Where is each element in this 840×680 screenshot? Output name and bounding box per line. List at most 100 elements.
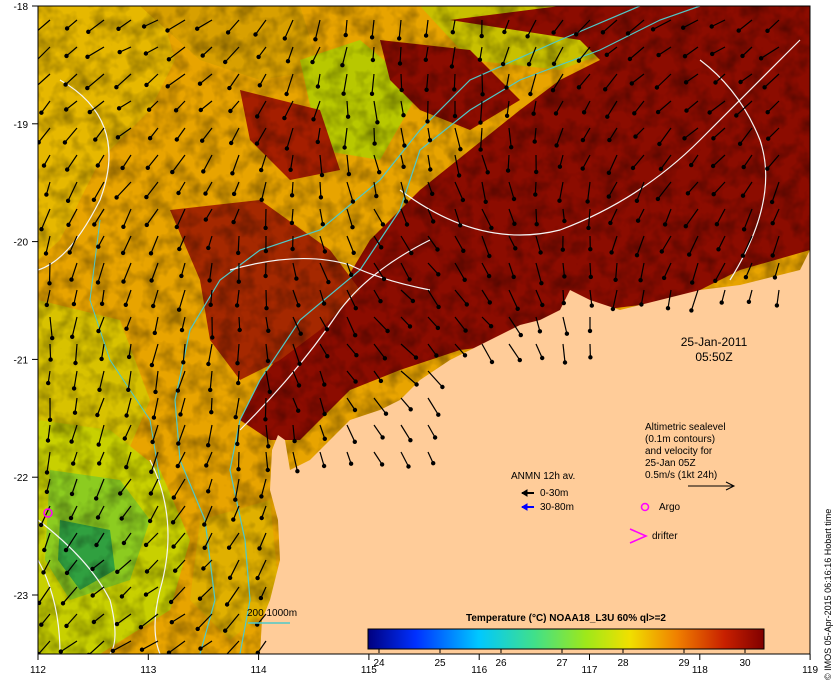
x-tick-label: 113 bbox=[140, 665, 156, 676]
velocity-arrow bbox=[576, 46, 591, 63]
velocity-arrow bbox=[289, 181, 295, 198]
sealevel-legend-line5: 0.5m/s (1kt 24h) bbox=[645, 470, 717, 481]
velocity-arrow bbox=[400, 289, 416, 304]
velocity-arrow bbox=[236, 451, 241, 472]
velocity-arrow bbox=[685, 181, 699, 196]
velocity-arrow bbox=[397, 19, 402, 41]
velocity-arrow bbox=[255, 100, 267, 119]
velocity-arrow bbox=[454, 343, 468, 358]
velocity-arrow bbox=[60, 586, 78, 606]
velocity-arrow bbox=[400, 235, 414, 256]
velocity-arrow bbox=[633, 127, 645, 139]
y-tick-label: -19 bbox=[14, 120, 29, 131]
velocity-arrow bbox=[62, 127, 78, 145]
velocity-arrow bbox=[479, 19, 484, 39]
date-label: 25-Jan-2011 bbox=[681, 335, 748, 349]
velocity-arrow bbox=[762, 73, 780, 90]
velocity-arrow bbox=[152, 316, 159, 336]
velocity-arrow bbox=[609, 235, 618, 255]
velocity-arrow bbox=[655, 100, 672, 115]
velocity-arrow bbox=[288, 154, 294, 172]
velocity-arrow bbox=[373, 289, 383, 304]
velocity-arrow bbox=[740, 46, 753, 59]
velocity-arrow bbox=[454, 127, 463, 152]
velocity-arrow bbox=[256, 46, 267, 60]
anmn-legend-title: ANMN 12h av. bbox=[511, 471, 575, 482]
velocity-arrow bbox=[265, 424, 271, 449]
velocity-arrow bbox=[710, 46, 726, 57]
velocity-arrow bbox=[711, 181, 726, 197]
velocity-arrow bbox=[346, 451, 354, 466]
velocity-arrow bbox=[121, 262, 132, 284]
velocity-arrow bbox=[588, 262, 594, 280]
velocity-arrow bbox=[173, 100, 186, 113]
velocity-arrow bbox=[145, 154, 159, 170]
velocity-arrow bbox=[629, 73, 645, 86]
velocity-arrow bbox=[143, 586, 159, 597]
velocity-arrow bbox=[236, 262, 241, 284]
velocity-arrow bbox=[38, 127, 51, 145]
velocity-arrow bbox=[166, 640, 186, 654]
velocity-arrow bbox=[508, 127, 514, 150]
velocity-arrow bbox=[205, 424, 213, 448]
velocity-arrow bbox=[44, 451, 51, 475]
velocity-arrow bbox=[253, 19, 267, 37]
velocity-arrow bbox=[149, 262, 159, 283]
colorbar-title: Temperature (°C) NOAA18_L3U 60% ql>=2 bbox=[466, 613, 666, 624]
velocity-arrow bbox=[741, 208, 753, 232]
velocity-arrow bbox=[400, 127, 407, 148]
velocity-arrow bbox=[149, 343, 159, 368]
velocity-arrow bbox=[121, 208, 132, 229]
velocity-arrow bbox=[562, 208, 567, 224]
velocity-arrow bbox=[208, 289, 213, 307]
velocity-arrow bbox=[205, 478, 213, 494]
velocity-arrow bbox=[45, 424, 51, 443]
velocity-arrow bbox=[508, 235, 518, 251]
velocity-arrow bbox=[170, 505, 186, 525]
y-tick-label: -23 bbox=[14, 591, 29, 602]
velocity-arrow bbox=[400, 262, 412, 282]
x-tick-label: 116 bbox=[471, 665, 487, 676]
velocity-arrow bbox=[198, 100, 213, 113]
velocity-arrow bbox=[231, 505, 240, 522]
velocity-arrow bbox=[265, 316, 271, 333]
velocity-arrow bbox=[580, 127, 591, 143]
velocity-arrow bbox=[235, 424, 240, 447]
velocity-arrow bbox=[144, 559, 159, 574]
velocity-arrow bbox=[116, 100, 132, 111]
isobath-1000m bbox=[174, 6, 641, 654]
velocity-arrow bbox=[64, 19, 78, 31]
velocity-arrow bbox=[613, 262, 618, 282]
velocity-arrow bbox=[166, 46, 186, 62]
velocity-arrow bbox=[58, 640, 78, 654]
velocity-arrow bbox=[235, 370, 241, 386]
velocity-arrow bbox=[427, 343, 439, 358]
velocity-arrow bbox=[47, 262, 52, 286]
velocity-arrow bbox=[632, 100, 645, 116]
velocity-arrow bbox=[635, 208, 645, 223]
velocity-arrow bbox=[373, 370, 384, 384]
velocity-arrow bbox=[481, 235, 492, 259]
velocity-arrow bbox=[114, 73, 132, 90]
velocity-vectors bbox=[38, 19, 780, 654]
velocity-arrow bbox=[72, 397, 78, 415]
velocity-arrow bbox=[231, 208, 240, 225]
velocity-arrow bbox=[734, 100, 753, 118]
velocity-arrow bbox=[608, 208, 618, 226]
velocity-arrow bbox=[427, 208, 436, 224]
velocity-arrow bbox=[289, 208, 295, 226]
velocity-arrow bbox=[292, 451, 300, 474]
velocity-arrow bbox=[264, 289, 269, 311]
velocity-arrow bbox=[610, 289, 618, 312]
velocity-arrow bbox=[373, 397, 389, 416]
velocity-arrow bbox=[87, 100, 105, 115]
velocity-arrow bbox=[141, 19, 159, 29]
y-tick-label: -22 bbox=[14, 473, 29, 484]
velocity-arrow bbox=[634, 235, 645, 258]
velocity-arrow bbox=[181, 343, 186, 365]
anmn-deep-arrow-icon bbox=[521, 503, 534, 511]
velocity-arrow bbox=[69, 478, 78, 497]
velocity-arrow bbox=[93, 478, 105, 501]
velocity-arrow bbox=[202, 532, 213, 551]
